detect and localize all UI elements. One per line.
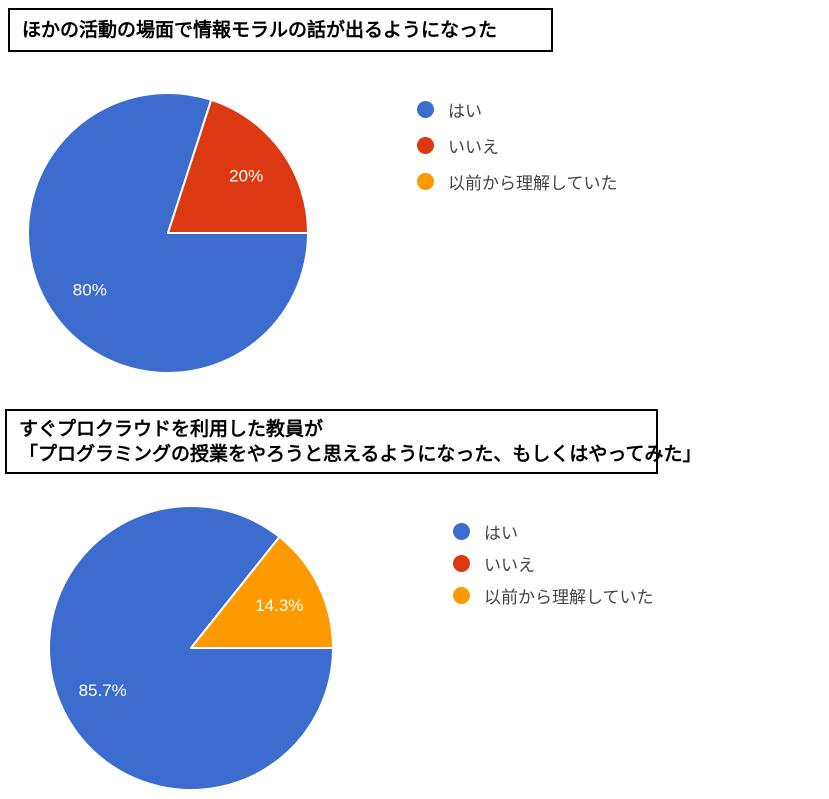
legend-item: はい [417,98,618,121]
legend-label: いいえ [448,137,499,157]
pie-chart-2: 85.7% 14.3% [48,505,334,791]
legend-label: はい [484,523,518,543]
legend-label: いいえ [484,555,535,575]
legend-label: はい [448,101,482,121]
legend-color-dot [417,172,434,190]
legend-label: 以前から理解していた [448,173,618,193]
legend-label: 以前から理解していた [484,587,654,607]
legend-color-dot [453,522,470,540]
chart1-legend: はい いいえ 以前から理解していた [417,98,618,193]
legend-item: 以前から理解していた [453,584,654,607]
pie-slice-percent-label: 80% [73,280,107,299]
legend-color-dot [453,586,470,604]
pie-slice [190,535,334,649]
legend-color-dot [417,136,434,154]
pie-slice [167,98,309,234]
chart1-title-line: ほかの活動の場面で情報モラルの話が出るようになった [22,19,498,41]
chart2-title-box: すぐプロクラウドを利用した教員が 「プログラミングの授業をやろうと思えるようにな… [5,409,702,474]
chart2-legend: はい いいえ 以前から理解していた [453,520,654,607]
legend-item: はい [453,520,654,543]
pie-slice-percent-label: 85.7% [79,681,127,700]
legend-item: 以前から理解していた [417,170,618,193]
pie-slice-percent-label: 20% [229,167,263,186]
legend-color-dot [417,100,434,118]
legend-color-dot [453,554,470,572]
pie-chart-1: 80% 20% [27,92,309,374]
chart2-title-line: 「プログラミングの授業をやろうと思えるようになった、もしくはやってみた」 [19,443,702,465]
legend-item: いいえ [453,552,654,575]
chart2-title-line: すぐプロクラウドを利用した教員が [19,418,324,440]
chart1-title-box: ほかの活動の場面で情報モラルの話が出るようになった [8,8,553,52]
legend-item: いいえ [417,134,618,157]
pie-slice-percent-label: 14.3% [255,596,303,615]
